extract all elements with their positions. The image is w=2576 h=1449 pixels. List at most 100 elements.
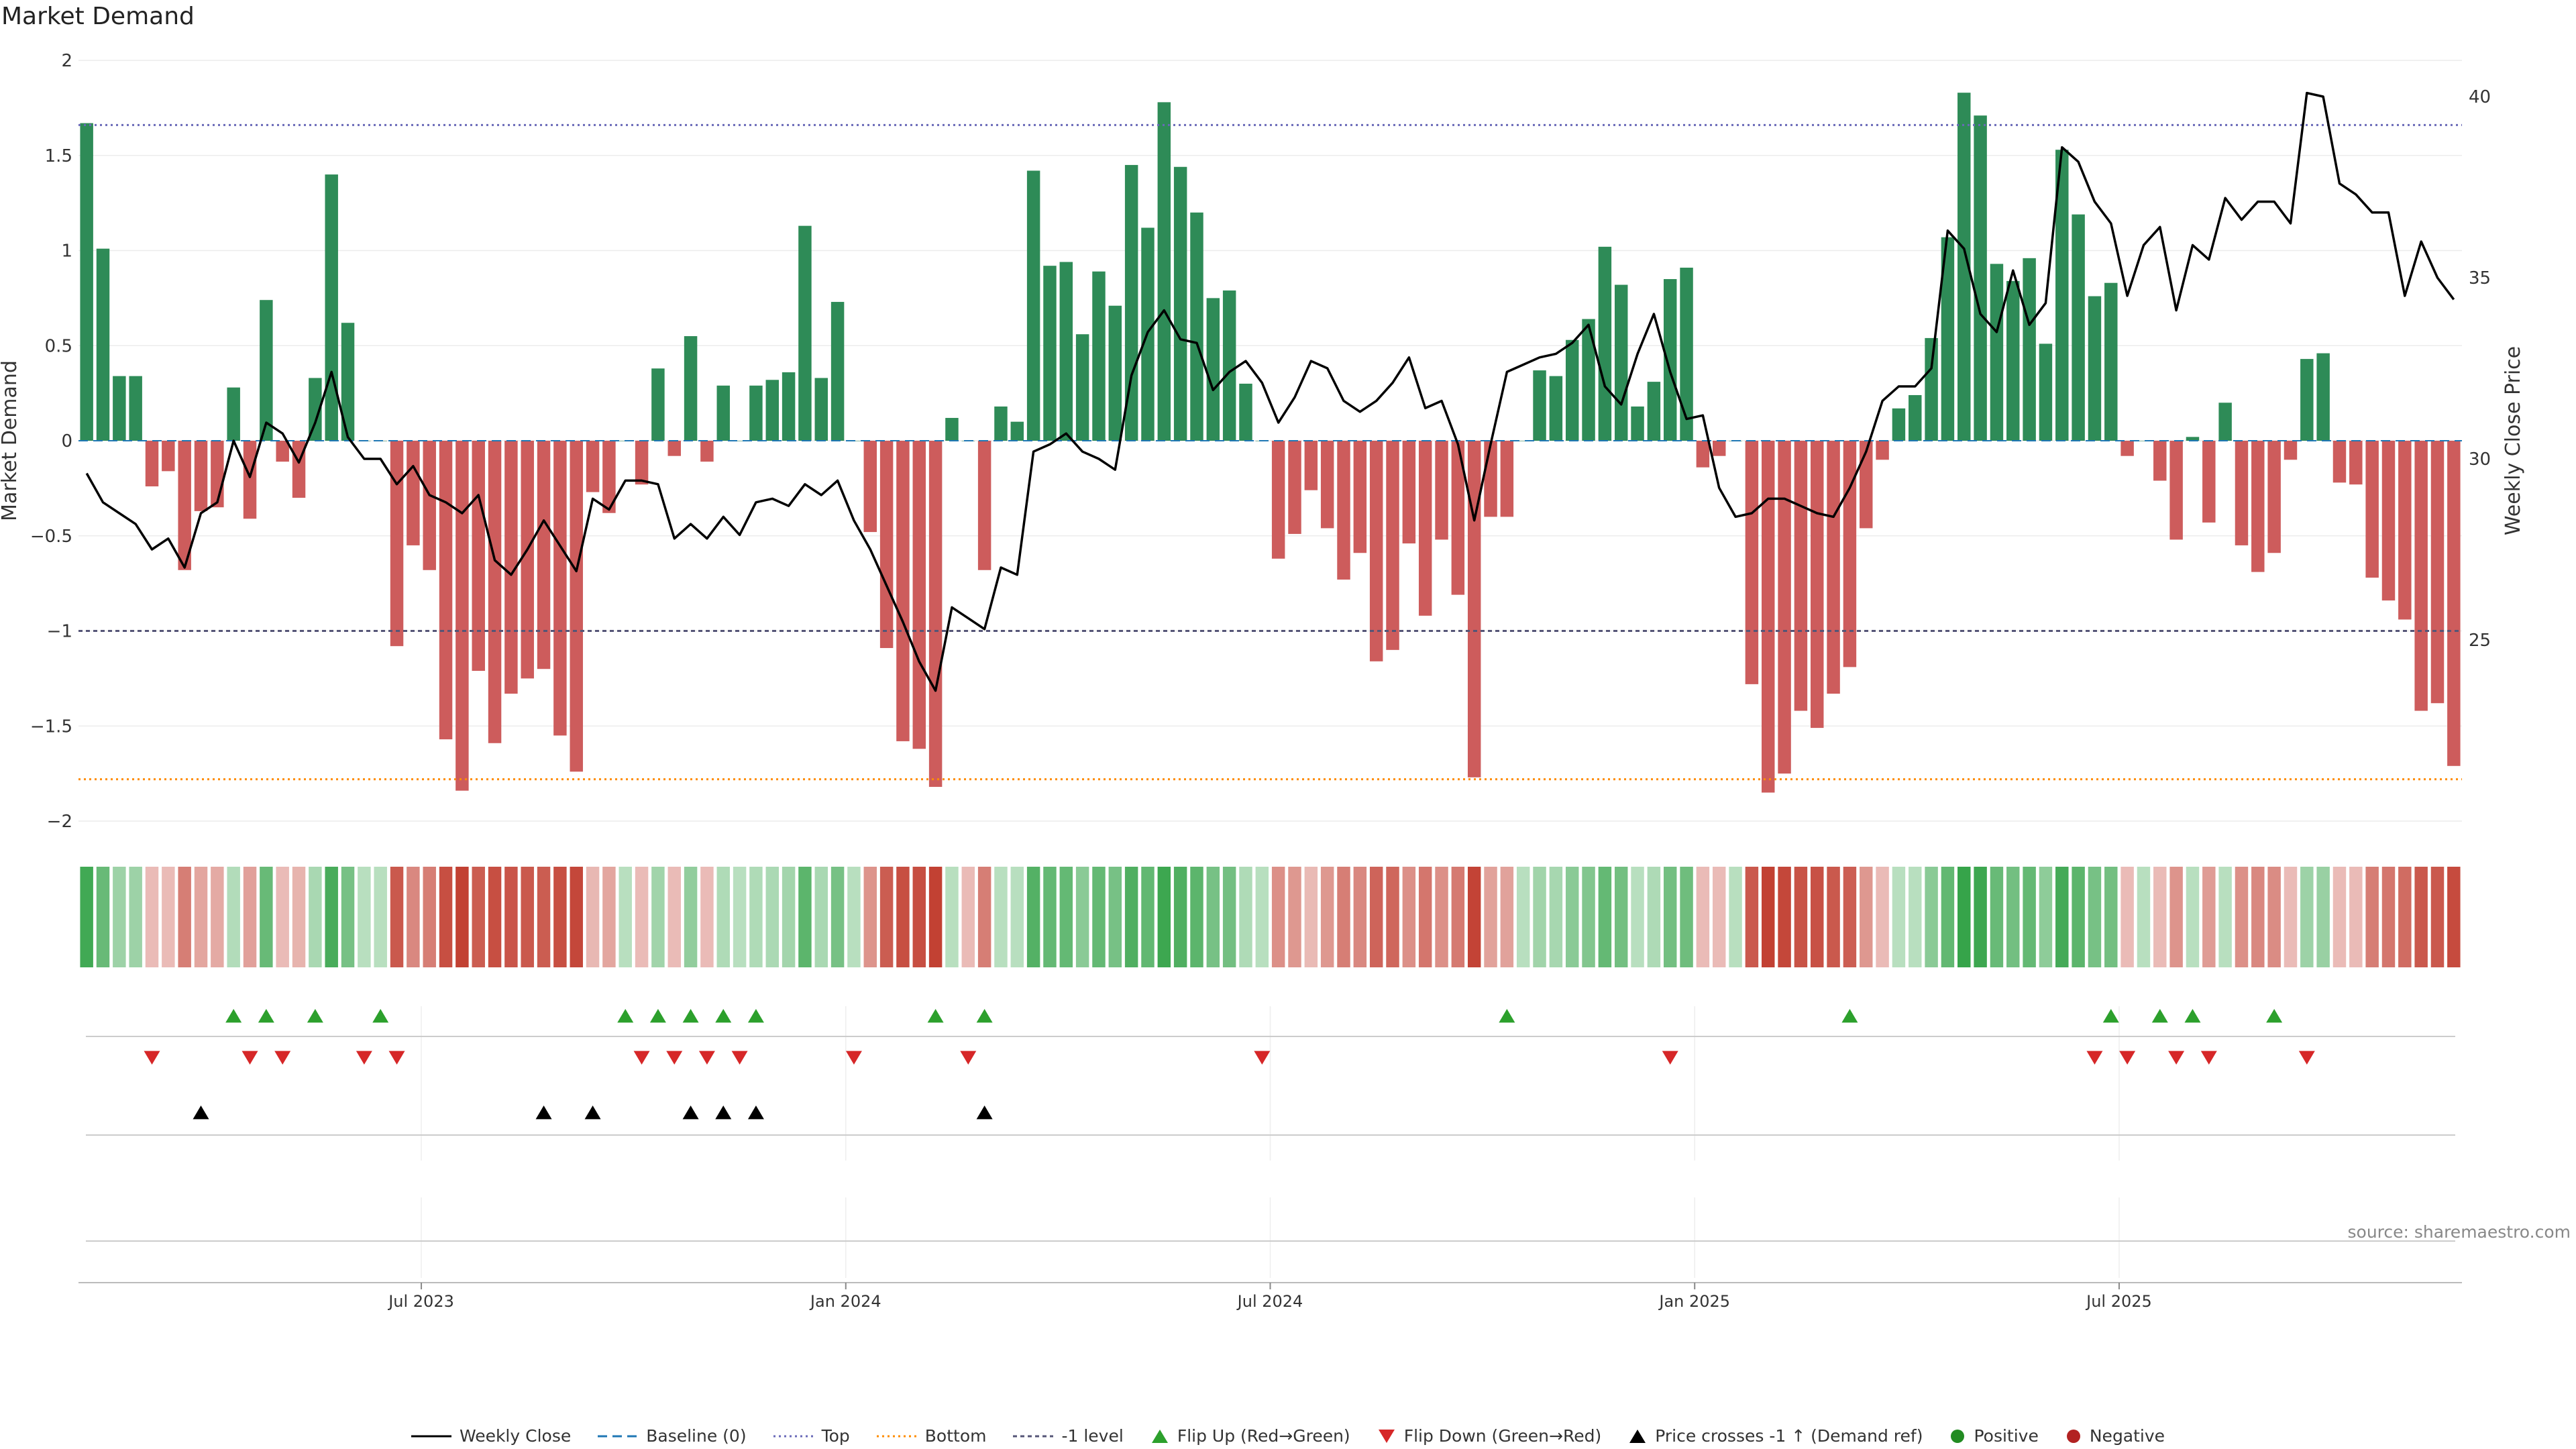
y-tick-label: −1 bbox=[47, 622, 72, 642]
legend-negative: Negative bbox=[2065, 1426, 2165, 1446]
flip-up-marker bbox=[617, 1009, 634, 1023]
demand-bar bbox=[2186, 437, 2200, 441]
heat-strip-cell bbox=[830, 867, 845, 967]
legend-label: Top bbox=[821, 1426, 850, 1446]
price-cross-marker bbox=[715, 1106, 732, 1120]
demand-bar bbox=[667, 441, 681, 456]
demand-bar bbox=[635, 441, 649, 485]
heat-strip-cell bbox=[2316, 867, 2330, 967]
demand-bar bbox=[407, 441, 420, 545]
price-cross-marker bbox=[193, 1106, 209, 1120]
y2-tick-label: 25 bbox=[2469, 631, 2491, 651]
heat-strip-cell bbox=[374, 867, 387, 967]
demand-bar bbox=[1778, 441, 1791, 774]
demand-bar bbox=[1239, 383, 1252, 441]
price-cross-marker bbox=[747, 1106, 764, 1120]
heat-strip-cell bbox=[276, 867, 289, 967]
heat-strip-cell bbox=[504, 867, 518, 967]
demand-bar bbox=[700, 441, 714, 462]
heat-strip-cell bbox=[2300, 867, 2314, 967]
heat-strip-cell bbox=[1255, 867, 1269, 967]
heat-strip-cell bbox=[1990, 867, 2004, 967]
heat-strip-cell bbox=[1712, 867, 1726, 967]
demand-bar bbox=[2398, 441, 2412, 620]
demand-bar bbox=[390, 441, 404, 647]
demand-bar bbox=[1043, 266, 1057, 441]
heat-strip-cell bbox=[896, 867, 910, 967]
heat-strip-cell bbox=[1909, 867, 1922, 967]
flip-up-marker bbox=[2266, 1009, 2283, 1023]
flip-down-marker bbox=[274, 1051, 291, 1065]
demand-bar bbox=[211, 441, 224, 508]
demand-bar bbox=[1582, 319, 1595, 441]
demand-bar bbox=[1124, 164, 1138, 441]
price-cross-marker bbox=[584, 1106, 601, 1120]
heat-strip-cell bbox=[700, 867, 714, 967]
y-tick-label: 0.5 bbox=[45, 336, 72, 356]
flip-down-marker bbox=[698, 1051, 715, 1065]
heat-strip-cell bbox=[602, 867, 616, 967]
heat-strip-cell bbox=[1957, 867, 1971, 967]
heat-strip-cell bbox=[1631, 867, 1644, 967]
heat-strip-cell bbox=[553, 867, 567, 967]
demand-bar bbox=[2332, 441, 2347, 483]
heat-strip-cell bbox=[2169, 867, 2183, 967]
demand-bar bbox=[309, 378, 322, 441]
heat-strip-cell bbox=[1157, 867, 1171, 967]
demand-bar bbox=[145, 441, 159, 487]
demand-bar bbox=[1386, 441, 1399, 650]
heat-strip-cell bbox=[2072, 867, 2085, 967]
demand-bar bbox=[928, 441, 943, 787]
x-tick-label: Jul 2025 bbox=[2085, 1292, 2152, 1311]
legend-label: Weekly Close bbox=[459, 1426, 572, 1446]
flip-up-marker bbox=[649, 1009, 666, 1023]
heat-strip-cell bbox=[1778, 867, 1791, 967]
heat-strip-cell bbox=[2365, 867, 2379, 967]
heat-strip-cell bbox=[570, 867, 583, 967]
heat-strip-cell bbox=[2039, 867, 2053, 967]
demand-bar bbox=[798, 225, 812, 441]
heat-strip-cell bbox=[1745, 867, 1759, 967]
heat-strip-cell bbox=[1141, 867, 1155, 967]
demand-bar bbox=[1337, 441, 1350, 580]
y-tick-label: 1 bbox=[61, 241, 72, 262]
demand-bar bbox=[2039, 343, 2053, 441]
heat-strip-cell bbox=[1582, 867, 1595, 967]
demand-bar bbox=[1157, 102, 1171, 441]
heat-strip-cell bbox=[2088, 867, 2102, 967]
heat-strip-cell bbox=[325, 867, 338, 967]
price-cross-marker bbox=[535, 1106, 552, 1120]
demand-bar bbox=[1925, 337, 1938, 441]
demand-bar bbox=[80, 123, 93, 441]
heat-strip-cell bbox=[129, 867, 142, 967]
heat-strip-cell bbox=[879, 867, 894, 967]
demand-bar bbox=[1860, 441, 1873, 529]
heat-strip-cell bbox=[635, 867, 649, 967]
demand-bar bbox=[2349, 441, 2363, 485]
heat-strip-cell bbox=[2137, 867, 2151, 967]
flip-down-marker bbox=[731, 1051, 748, 1065]
heat-strip-cell bbox=[309, 867, 322, 967]
heat-strip-cell bbox=[1843, 867, 1857, 967]
legend-dash-swatch bbox=[598, 1435, 639, 1437]
demand-bar bbox=[341, 323, 355, 441]
demand-bar bbox=[1075, 334, 1089, 441]
demand-bar bbox=[2006, 280, 2020, 441]
flip-up-marker bbox=[2184, 1009, 2201, 1023]
demand-bar bbox=[194, 441, 208, 511]
heat-strip-cell bbox=[455, 867, 469, 967]
demand-bar bbox=[863, 441, 877, 533]
heat-strip-cell bbox=[1598, 867, 1612, 967]
demand-bar bbox=[2202, 441, 2216, 523]
flip-up-marker bbox=[372, 1009, 389, 1023]
heat-strip-cell bbox=[2381, 867, 2396, 967]
legend-label: Flip Up (Red→Green) bbox=[1177, 1426, 1350, 1446]
demand-bar bbox=[2072, 214, 2085, 441]
heat-strip-cell bbox=[716, 867, 730, 967]
demand-bar bbox=[2365, 441, 2379, 578]
heat-strip-cell bbox=[1337, 867, 1350, 967]
demand-bar bbox=[651, 368, 665, 441]
demand-bar bbox=[1435, 441, 1448, 540]
heat-strip-cell bbox=[2153, 867, 2167, 967]
heat-strip-cell bbox=[1614, 867, 1628, 967]
